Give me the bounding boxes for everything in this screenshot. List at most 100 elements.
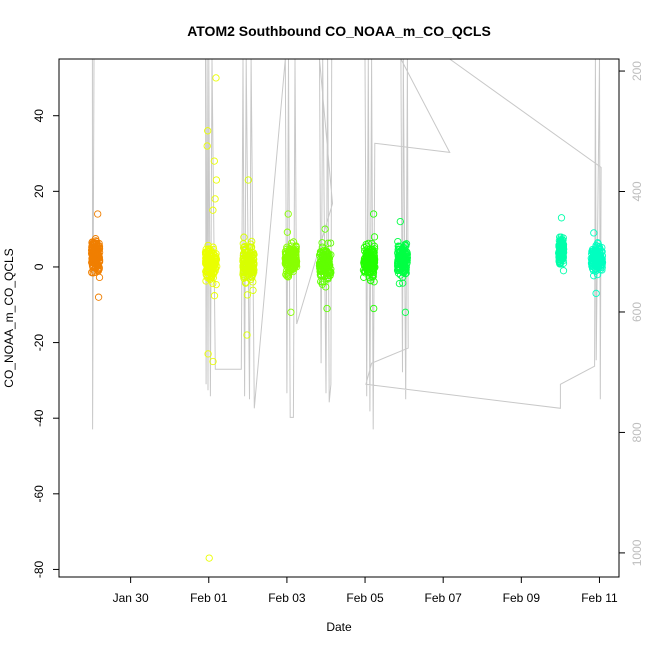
x-tick-label: Feb 07 xyxy=(425,591,463,605)
data-point xyxy=(284,210,292,218)
data-point xyxy=(88,249,96,258)
data-point xyxy=(559,248,567,257)
data-point xyxy=(212,176,221,184)
data-point xyxy=(370,233,379,241)
data-point xyxy=(94,210,102,218)
plot-frame xyxy=(58,58,620,578)
data-point xyxy=(370,278,378,286)
point-cluster-2 xyxy=(201,74,221,562)
data-point xyxy=(370,304,378,313)
data-point xyxy=(369,248,377,256)
data-point xyxy=(249,286,257,294)
data-point xyxy=(396,217,404,226)
data-point xyxy=(292,251,300,259)
data-point xyxy=(212,74,220,82)
data-point xyxy=(401,308,410,316)
data-point xyxy=(322,283,330,291)
data-point xyxy=(249,278,257,286)
data-point xyxy=(205,258,213,267)
data-point xyxy=(95,245,103,253)
data-point xyxy=(321,263,330,272)
data-point xyxy=(245,247,253,255)
y2-tick-label: 400 xyxy=(630,181,644,201)
y-axis-label: CO_NOAA_m_CO_QCLS xyxy=(2,248,16,387)
data-point xyxy=(249,271,257,279)
data-point xyxy=(367,262,375,270)
data-point xyxy=(395,279,404,288)
data-point xyxy=(93,238,101,246)
data-point xyxy=(239,250,248,259)
data-point xyxy=(401,241,409,249)
data-point xyxy=(589,253,597,261)
x-tick-label: Feb 03 xyxy=(268,591,306,605)
data-point xyxy=(324,239,332,247)
y-tick-label: 20 xyxy=(32,184,46,198)
data-point xyxy=(248,237,256,246)
data-point xyxy=(205,554,213,562)
data-point xyxy=(559,267,568,275)
data-point xyxy=(240,246,249,255)
data-point xyxy=(399,262,408,270)
y-axis: 40 20 0 -20 -40 -60 -80 xyxy=(32,109,59,578)
data-point xyxy=(366,276,375,285)
x-tick-label: Feb 11 xyxy=(581,591,618,605)
y-tick-label: 0 xyxy=(32,263,46,270)
data-point xyxy=(240,233,248,241)
y-tick-label: 40 xyxy=(32,109,46,123)
data-point xyxy=(321,225,329,233)
chart-title: ATOM2 Southbound CO_NOAA_m_CO_QCLS xyxy=(187,23,491,39)
data-point xyxy=(88,249,96,257)
data-point xyxy=(326,271,334,279)
point-cluster-1 xyxy=(87,210,104,301)
data-point xyxy=(397,246,405,255)
data-point xyxy=(588,262,597,270)
point-cluster-5 xyxy=(315,225,335,313)
data-point xyxy=(208,272,216,280)
data-point xyxy=(324,275,332,283)
data-point xyxy=(243,291,252,299)
data-point xyxy=(362,264,371,272)
data-point xyxy=(209,357,217,366)
data-point xyxy=(596,263,605,271)
data-point xyxy=(323,304,331,313)
data-point xyxy=(282,255,291,263)
data-point xyxy=(92,237,100,245)
data-point xyxy=(245,258,254,266)
data-point xyxy=(89,269,98,277)
point-cluster-6 xyxy=(359,210,379,313)
data-point xyxy=(292,258,300,266)
x-tick-label: Feb 09 xyxy=(503,591,541,605)
data-point xyxy=(593,242,602,250)
data-point xyxy=(322,268,330,277)
y-tick-label: -60 xyxy=(32,485,46,503)
data-point xyxy=(594,239,602,247)
x-tick-label: Jan 30 xyxy=(113,591,149,605)
x-tick-label: Feb 05 xyxy=(346,591,384,605)
data-point xyxy=(325,269,333,278)
data-point xyxy=(210,292,219,300)
data-point xyxy=(369,270,377,279)
data-point xyxy=(212,280,220,289)
data-point xyxy=(394,269,403,277)
data-point xyxy=(287,246,295,255)
data-point xyxy=(318,243,327,251)
data-point xyxy=(394,237,402,246)
data-point xyxy=(204,127,212,135)
data-point xyxy=(89,245,97,253)
data-point xyxy=(203,142,211,150)
data-point xyxy=(592,289,600,298)
data-point xyxy=(596,257,604,266)
x-tick-label: Feb 01 xyxy=(190,591,228,605)
data-point xyxy=(369,210,378,218)
data-point xyxy=(590,229,598,237)
data-point xyxy=(590,272,598,280)
data-point xyxy=(401,269,410,278)
data-point xyxy=(590,249,598,257)
y2-tick-label: 800 xyxy=(630,422,644,442)
data-point xyxy=(204,350,212,358)
y2-tick-label: 1000 xyxy=(630,539,644,566)
data-point xyxy=(557,214,566,222)
data-point xyxy=(395,243,403,251)
data-point xyxy=(209,206,217,214)
